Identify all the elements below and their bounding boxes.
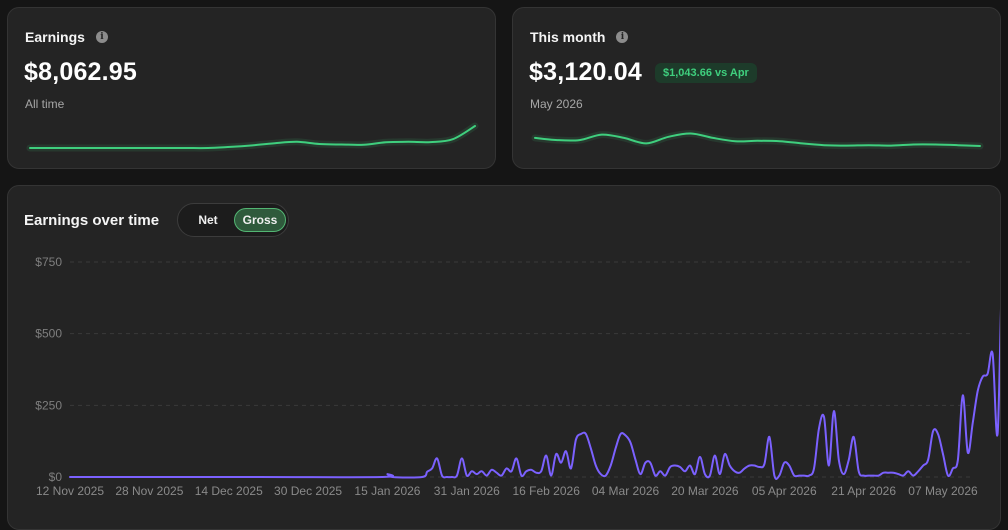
x-tick-label: 28 Nov 2025 — [115, 484, 183, 498]
x-tick-label: 04 Mar 2026 — [592, 484, 660, 498]
x-tick-label: 12 Nov 2025 — [36, 484, 104, 498]
x-tick-label: 21 Apr 2026 — [831, 484, 896, 498]
x-tick-label: 31 Jan 2026 — [434, 484, 500, 498]
net-toggle-button[interactable]: Net — [198, 213, 218, 227]
info-icon[interactable]: i — [95, 31, 108, 43]
month-sparkline — [531, 129, 984, 150]
x-tick-label: 14 Dec 2025 — [195, 484, 263, 498]
x-tick-label: 16 Feb 2026 — [512, 484, 580, 498]
earnings-card: Earnings i $8,062.95 All time — [7, 7, 496, 169]
month-value: $3,120.04 — [529, 58, 643, 86]
earnings-sublabel: All time — [25, 97, 65, 111]
earnings-value: $8,062.95 — [24, 58, 138, 86]
earnings-sparkline-line — [29, 125, 476, 150]
y-tick-label: $0 — [49, 470, 63, 484]
month-title: This month — [530, 29, 606, 45]
info-icon[interactable]: i — [616, 31, 629, 43]
earnings-series-line — [69, 307, 1000, 480]
earnings-title: Earnings — [25, 29, 85, 45]
y-tick-label: $750 — [35, 255, 62, 269]
month-sublabel: May 2026 — [530, 97, 583, 111]
delta-badge: $1,043.66 vs Apr — [655, 63, 757, 83]
x-tick-label: 20 Mar 2026 — [671, 484, 739, 498]
earnings-title-row: Earnings i — [25, 29, 108, 45]
x-tick-label: 05 Apr 2026 — [752, 484, 817, 498]
chart-title: Earnings over time — [24, 212, 160, 229]
earnings-sparkline — [26, 122, 479, 152]
gross-toggle-button[interactable]: Gross — [234, 208, 286, 232]
earnings-over-time-card: $0 $250 $500 $750 12 Nov 2025 28 Nov 2025 14 D… — [7, 185, 1001, 530]
y-tick-label: $500 — [35, 327, 62, 341]
month-title-row: This month i — [530, 29, 629, 45]
x-tick-label: 15 Jan 2026 — [354, 484, 420, 498]
x-tick-label: 30 Dec 2025 — [274, 484, 342, 498]
y-tick-label: $250 — [35, 398, 62, 412]
this-month-card: This month i $3,120.04 $1,043.66 vs Apr … — [512, 7, 1001, 169]
month-sparkline-line — [534, 132, 981, 147]
earnings-line-chart: $0 $250 $500 $750 12 Nov 2025 28 Nov 2025 14 D… — [35, 255, 1000, 498]
net-gross-toggle[interactable]: Net Gross — [177, 203, 289, 237]
x-tick-label: 07 May 2026 — [908, 484, 978, 498]
